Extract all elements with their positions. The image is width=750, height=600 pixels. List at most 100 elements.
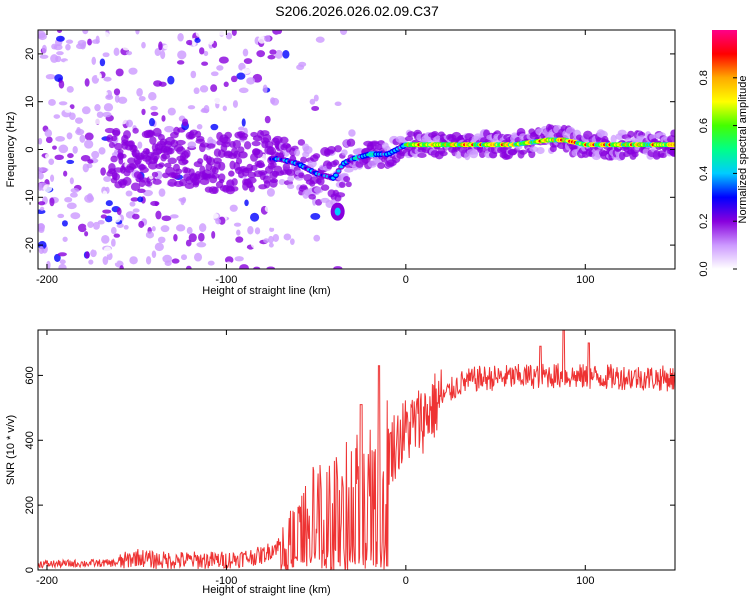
spectral-noise-blob bbox=[334, 101, 342, 107]
spectral-band-blob bbox=[224, 131, 233, 139]
spectral-noise-blob bbox=[170, 40, 177, 46]
spectral-band-blob bbox=[230, 186, 239, 192]
spectral-noise-blob bbox=[250, 212, 260, 222]
spectral-noise-blob bbox=[54, 74, 64, 82]
spectral-noise-blob bbox=[309, 98, 316, 105]
spectral-band-blob bbox=[195, 135, 205, 142]
spectral-band-blob bbox=[175, 139, 186, 146]
spectral-band-blob bbox=[151, 171, 159, 178]
spectral-noise-blob bbox=[66, 202, 77, 210]
spectral-noise-blob bbox=[49, 197, 55, 207]
x-axis-label: Height of straight line (km) bbox=[202, 584, 330, 596]
spectral-band-blob bbox=[454, 151, 463, 159]
spectral-noise-blob bbox=[186, 39, 193, 46]
spectral-noise-blob bbox=[162, 254, 172, 263]
spectral-noise-blob bbox=[97, 72, 102, 78]
spectral-band-blob bbox=[610, 134, 617, 144]
spectral-noise-blob bbox=[264, 35, 271, 43]
spectral-noise-blob bbox=[246, 77, 256, 85]
spectral-band-blob bbox=[286, 168, 296, 177]
spectral-noise-blob bbox=[186, 265, 192, 269]
spectral-noise-blob bbox=[100, 214, 108, 219]
spectral-noise-blob bbox=[122, 46, 131, 51]
spectral-band-blob bbox=[334, 145, 342, 153]
x-tick-label: -200 bbox=[36, 575, 58, 587]
snr-series-line bbox=[38, 330, 675, 570]
spectral-noise-blob bbox=[200, 108, 210, 114]
spectral-band-blob bbox=[149, 136, 157, 145]
spectral-noise-blob bbox=[341, 81, 348, 87]
spectral-band-blob bbox=[300, 156, 308, 164]
spectral-noise-blob bbox=[225, 32, 233, 40]
spectral-noise-blob bbox=[160, 50, 166, 60]
spectral-noise-blob bbox=[158, 41, 163, 51]
spectral-noise-blob bbox=[196, 241, 207, 248]
spectral-band-blob bbox=[134, 159, 141, 166]
spectral-noise-blob bbox=[241, 118, 246, 127]
spectral-noise-blob bbox=[99, 58, 106, 67]
spectral-noise-blob bbox=[193, 96, 204, 103]
spectral-noise-blob bbox=[171, 258, 180, 264]
spectral-noise-blob bbox=[63, 60, 73, 69]
spectral-noise-blob bbox=[90, 249, 97, 258]
spectral-band-blob bbox=[272, 135, 283, 144]
spectral-noise-blob bbox=[230, 75, 238, 83]
spectral-band-blob bbox=[253, 149, 263, 159]
spectral-noise-blob bbox=[257, 107, 264, 112]
spectral-band-blob bbox=[308, 193, 316, 200]
spectral-band-blob bbox=[312, 153, 321, 159]
spectral-band-blob bbox=[210, 173, 220, 179]
spectral-noise-blob bbox=[270, 97, 276, 105]
spectral-band-blob bbox=[417, 152, 427, 158]
spectral-band-blob bbox=[528, 150, 536, 159]
spectral-feature-core bbox=[334, 207, 341, 216]
spectral-band-blob bbox=[110, 135, 118, 142]
spectral-noise-blob bbox=[315, 36, 325, 43]
spectral-noise-blob bbox=[253, 266, 261, 269]
spectral-band-blob bbox=[439, 150, 448, 157]
spectral-noise-blob bbox=[203, 50, 209, 57]
colorbar-tick-label: 0.0 bbox=[698, 261, 710, 276]
spectral-noise-blob bbox=[102, 190, 108, 197]
spectral-noise-blob bbox=[91, 150, 100, 159]
spectral-noise-blob bbox=[103, 246, 112, 255]
spectral-noise-blob bbox=[141, 41, 146, 49]
spectral-noise-blob bbox=[298, 50, 308, 55]
spectral-noise-blob bbox=[154, 242, 164, 252]
spectral-noise-blob bbox=[310, 206, 315, 212]
spectral-noise-blob bbox=[87, 221, 94, 229]
spectral-noise-blob bbox=[322, 49, 328, 56]
spectral-band-blob bbox=[235, 157, 243, 165]
spectral-noise-blob bbox=[69, 192, 78, 198]
spectral-band-blob bbox=[127, 157, 136, 165]
spectral-band-blob bbox=[139, 177, 149, 183]
spectral-noise-blob bbox=[88, 259, 94, 265]
spectral-band-blob bbox=[113, 167, 124, 173]
spectral-noise-blob bbox=[177, 32, 184, 42]
spectral-noise-blob bbox=[204, 119, 210, 128]
spectral-noise-blob bbox=[50, 174, 55, 182]
spectral-noise-blob bbox=[231, 30, 237, 36]
spectral-band-blob bbox=[343, 176, 351, 183]
spectral-noise-blob bbox=[66, 85, 74, 93]
spectral-noise-blob bbox=[244, 199, 249, 207]
spectral-noise-blob bbox=[71, 80, 81, 86]
ridge-core bbox=[336, 169, 341, 173]
spectral-noise-blob bbox=[82, 30, 89, 35]
spectral-noise-blob bbox=[112, 257, 118, 264]
spectral-noise-blob bbox=[66, 159, 75, 164]
colorbar-gradient bbox=[712, 30, 737, 269]
spectral-noise-blob bbox=[53, 114, 61, 119]
spectral-noise-blob bbox=[62, 236, 68, 242]
spectral-band-blob bbox=[297, 139, 306, 146]
spectral-noise-blob bbox=[313, 94, 319, 102]
y-axis-label: Frequency (Hz) bbox=[5, 112, 17, 188]
y-tick-label: -20 bbox=[24, 237, 36, 253]
spectral-band-blob bbox=[114, 142, 123, 151]
spectral-noise-blob bbox=[160, 225, 170, 233]
spectral-noise-blob bbox=[241, 68, 251, 74]
spectral-band-blob bbox=[243, 141, 252, 150]
spectral-band-blob bbox=[112, 172, 120, 181]
